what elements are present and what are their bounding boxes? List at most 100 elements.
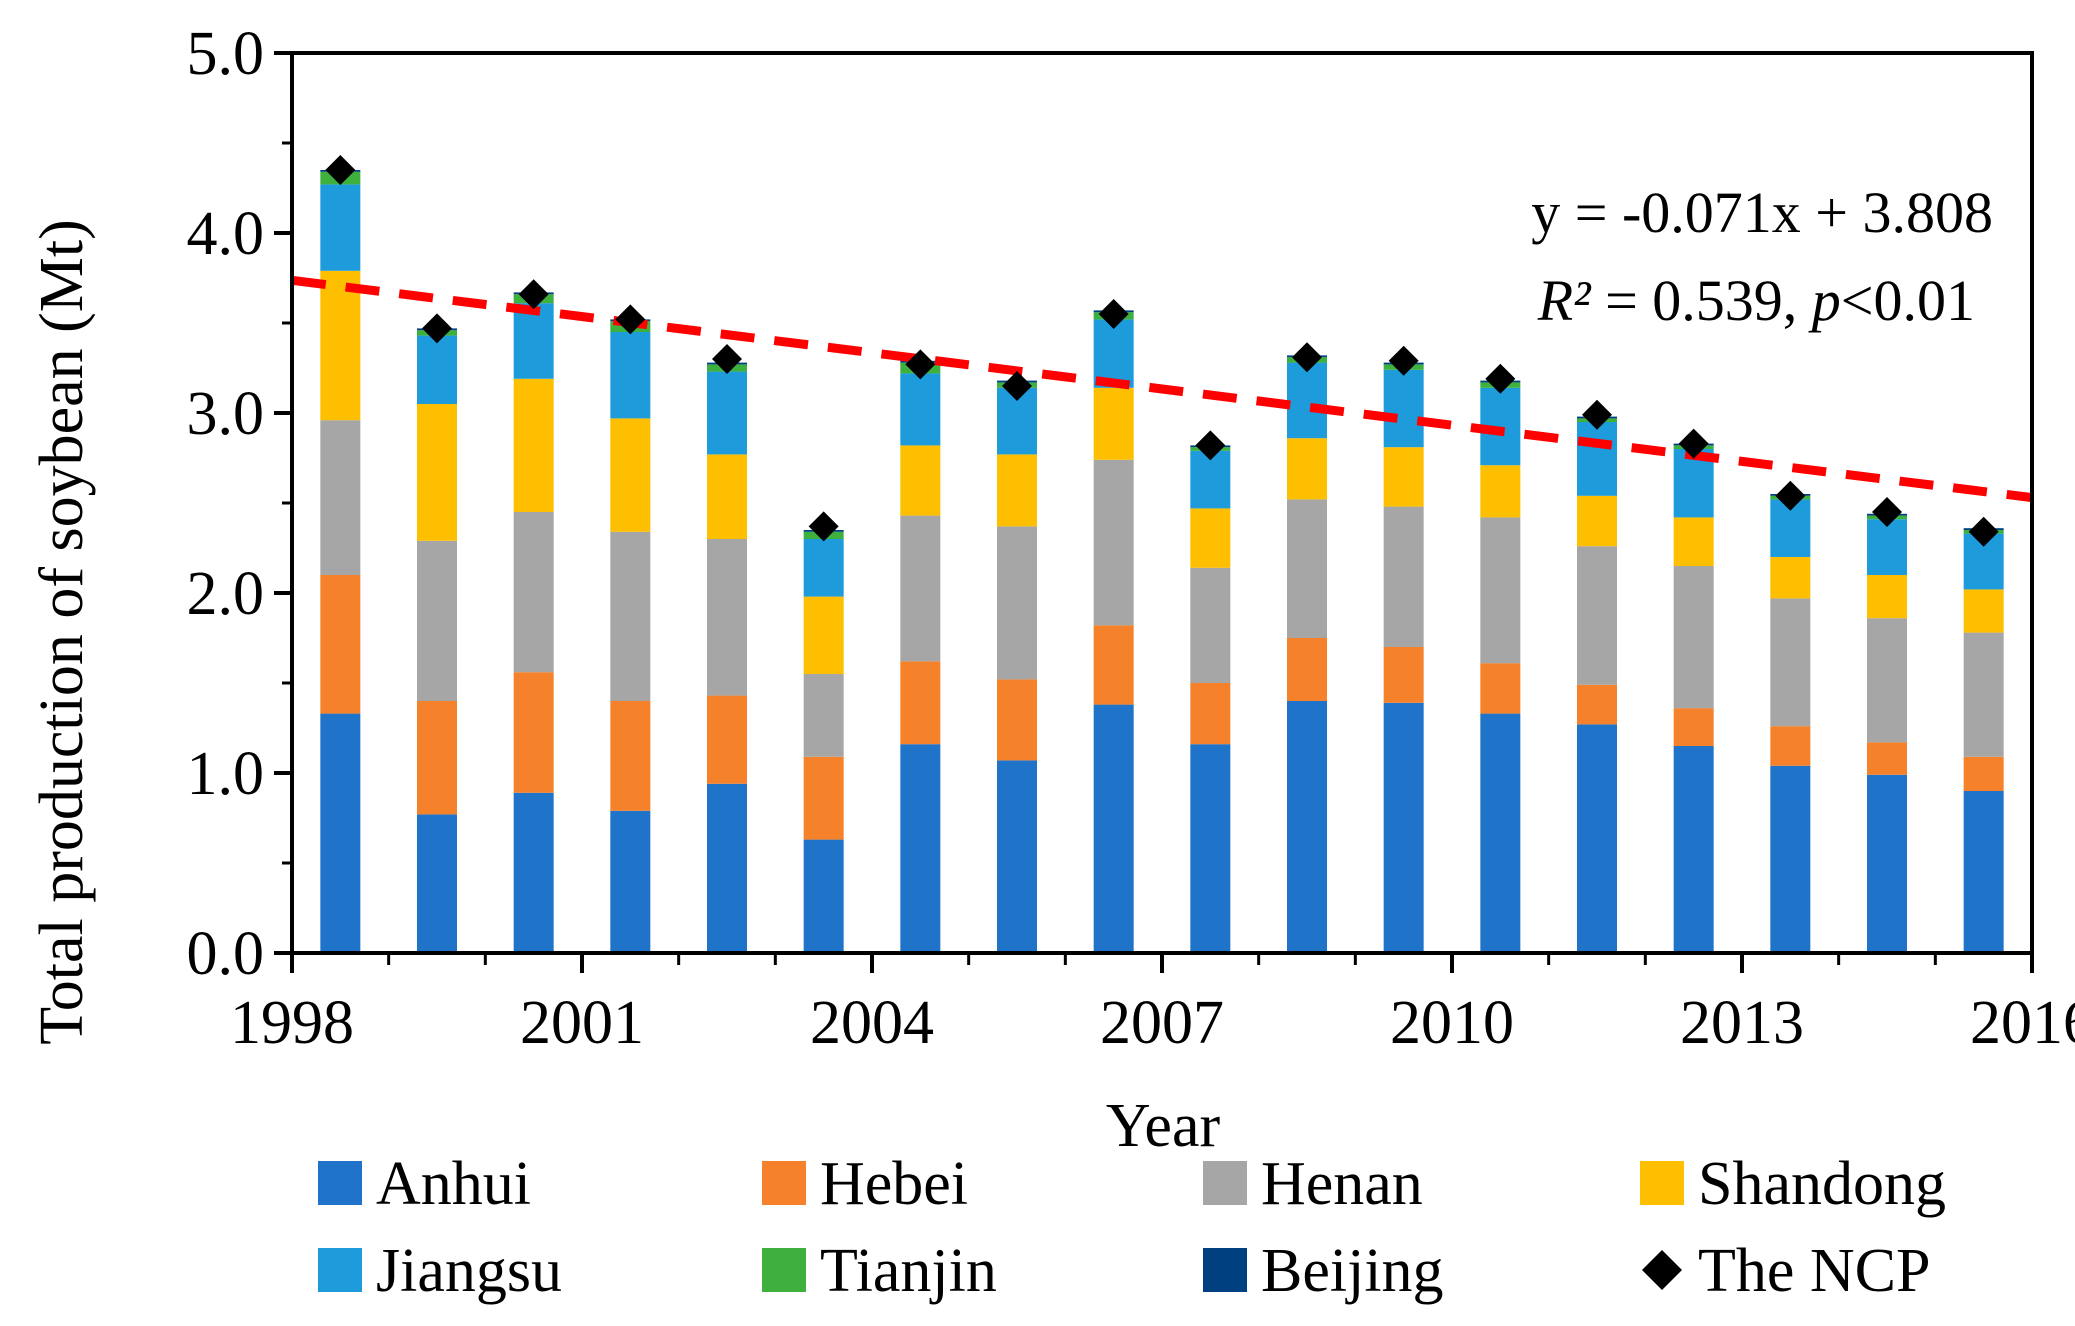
y-tick-label: 4.0 — [187, 200, 265, 268]
bar-henan-2004 — [900, 515, 941, 662]
bar-hebei-2015 — [1963, 756, 2004, 791]
bar-henan-2001 — [610, 531, 651, 701]
legend: Anhui Hebei Henan Shandong Jiangsu Tianjin Bei… — [318, 1150, 1946, 1305]
bar-hebei-1998 — [320, 575, 361, 714]
ncp-marker-2007 — [1195, 430, 1226, 461]
ncp-marker-1998 — [325, 155, 356, 185]
bar-anhui-2005 — [997, 760, 1037, 953]
legend-label: The NCP — [1698, 1237, 1931, 1305]
bar-anhui-2011 — [1577, 724, 1617, 953]
bar-henan-2011 — [1577, 546, 1617, 685]
x-tick-label: 2010 — [1390, 989, 1514, 1057]
legend-swatch — [762, 1161, 806, 1205]
ncp-marker-2010 — [1485, 363, 1516, 394]
y-tick-label: 3.0 — [187, 380, 265, 448]
bar-anhui-2000 — [513, 792, 554, 953]
bar-shandong-2008 — [1287, 438, 1327, 500]
ncp-markers — [325, 155, 1999, 547]
bar-jiangsu-2000 — [513, 303, 554, 379]
legend-swatch — [318, 1248, 362, 1292]
y-tick-label: 1.0 — [187, 740, 265, 808]
bar-anhui-2013 — [1770, 765, 1811, 953]
legend-label: Henan — [1261, 1150, 1423, 1218]
bar-henan-2002 — [707, 539, 747, 696]
bar-anhui-2009 — [1383, 702, 1424, 953]
ncp-marker-2014 — [1872, 497, 1902, 527]
ncp-marker-2003 — [808, 511, 839, 542]
legend-label: Tianjin — [820, 1237, 997, 1305]
bar-shandong-2001 — [610, 418, 651, 532]
bar-anhui-2010 — [1480, 713, 1521, 953]
bar-shandong-2004 — [900, 445, 941, 516]
y-tick-label: 0.0 — [187, 920, 265, 988]
legend-label: Hebei — [820, 1150, 968, 1218]
bar-shandong-2010 — [1480, 465, 1521, 518]
bar-hebei-2011 — [1577, 684, 1617, 725]
bar-hebei-2001 — [610, 701, 651, 811]
bar-henan-1999 — [417, 540, 457, 701]
bar-henan-2007 — [1190, 567, 1231, 683]
bar-henan-2015 — [1963, 632, 2004, 757]
legend-item-anhui: Anhui — [318, 1150, 531, 1218]
bar-hebei-2000 — [513, 672, 554, 793]
bar-shandong-2007 — [1190, 508, 1231, 568]
stacked-bars — [320, 170, 2004, 953]
legend-swatch — [1203, 1248, 1247, 1292]
x-tick-label: 1998 — [230, 989, 354, 1057]
bar-jiangsu-2014 — [1867, 519, 1907, 575]
bar-anhui-1999 — [417, 814, 457, 953]
y-tick-label: 5.0 — [187, 20, 265, 88]
bar-shandong-2014 — [1867, 575, 1907, 619]
bar-hebei-2002 — [707, 695, 747, 784]
bar-hebei-2004 — [900, 661, 941, 745]
bar-shandong-2011 — [1577, 495, 1617, 547]
ncp-marker-2002 — [712, 344, 742, 374]
bar-henan-2012 — [1673, 566, 1714, 709]
bar-henan-2013 — [1770, 598, 1811, 727]
bar-hebei-2005 — [997, 679, 1037, 761]
legend-item-beijing: Beijing — [1203, 1237, 1444, 1305]
bar-hebei-2013 — [1770, 726, 1811, 766]
bar-hebei-2010 — [1480, 663, 1521, 714]
ncp-marker-2015 — [1968, 516, 1999, 547]
bar-shandong-2012 — [1673, 517, 1714, 566]
bar-henan-2005 — [997, 526, 1037, 680]
ncp-marker-1999 — [422, 313, 452, 344]
ncp-marker-2011 — [1582, 399, 1612, 430]
legend-label: Jiangsu — [376, 1237, 562, 1305]
bar-shandong-1998 — [320, 270, 361, 421]
x-tick-label: 2013 — [1680, 989, 1804, 1057]
x-tick-label: 2004 — [810, 989, 934, 1057]
bar-jiangsu-2009 — [1383, 369, 1424, 448]
bar-anhui-2007 — [1190, 744, 1231, 953]
bar-hebei-2008 — [1287, 638, 1327, 701]
ncp-marker-2000 — [518, 279, 549, 310]
r2-label: R² — [1537, 268, 1592, 333]
bar-jiangsu-2001 — [610, 332, 651, 419]
r2-value: = 0.539, — [1591, 268, 1812, 333]
legend-swatch — [1642, 1250, 1682, 1290]
bar-henan-2008 — [1287, 499, 1327, 638]
bar-henan-2009 — [1383, 506, 1424, 647]
bar-shandong-2009 — [1383, 447, 1424, 507]
x-axis-title: Year — [1106, 1092, 1221, 1160]
bar-anhui-2006 — [1093, 704, 1134, 953]
x-tick-label: 2001 — [520, 989, 644, 1057]
bar-hebei-2007 — [1190, 683, 1231, 745]
legend-label: Shandong — [1698, 1150, 1946, 1218]
legend-label: Beijing — [1261, 1237, 1444, 1305]
legend-swatch — [318, 1161, 362, 1205]
tick-labels: 0.0 1.0 2.0 3.0 4.0 5.0 1998 2001 2004 2007 2010 20… — [187, 20, 2075, 1057]
p-label: p — [1808, 268, 1841, 333]
y-axis-title: Total production of soybean (Mt) — [28, 219, 96, 1045]
bar-jiangsu-1998 — [320, 184, 361, 271]
ncp-marker-2008 — [1292, 342, 1322, 373]
bar-henan-2010 — [1480, 517, 1521, 664]
bar-henan-1998 — [320, 420, 361, 575]
bar-shandong-2005 — [997, 454, 1037, 527]
legend-swatch — [762, 1248, 806, 1292]
bar-anhui-1998 — [320, 713, 361, 953]
legend-swatch — [1203, 1161, 1247, 1205]
bar-anhui-2004 — [900, 744, 941, 953]
